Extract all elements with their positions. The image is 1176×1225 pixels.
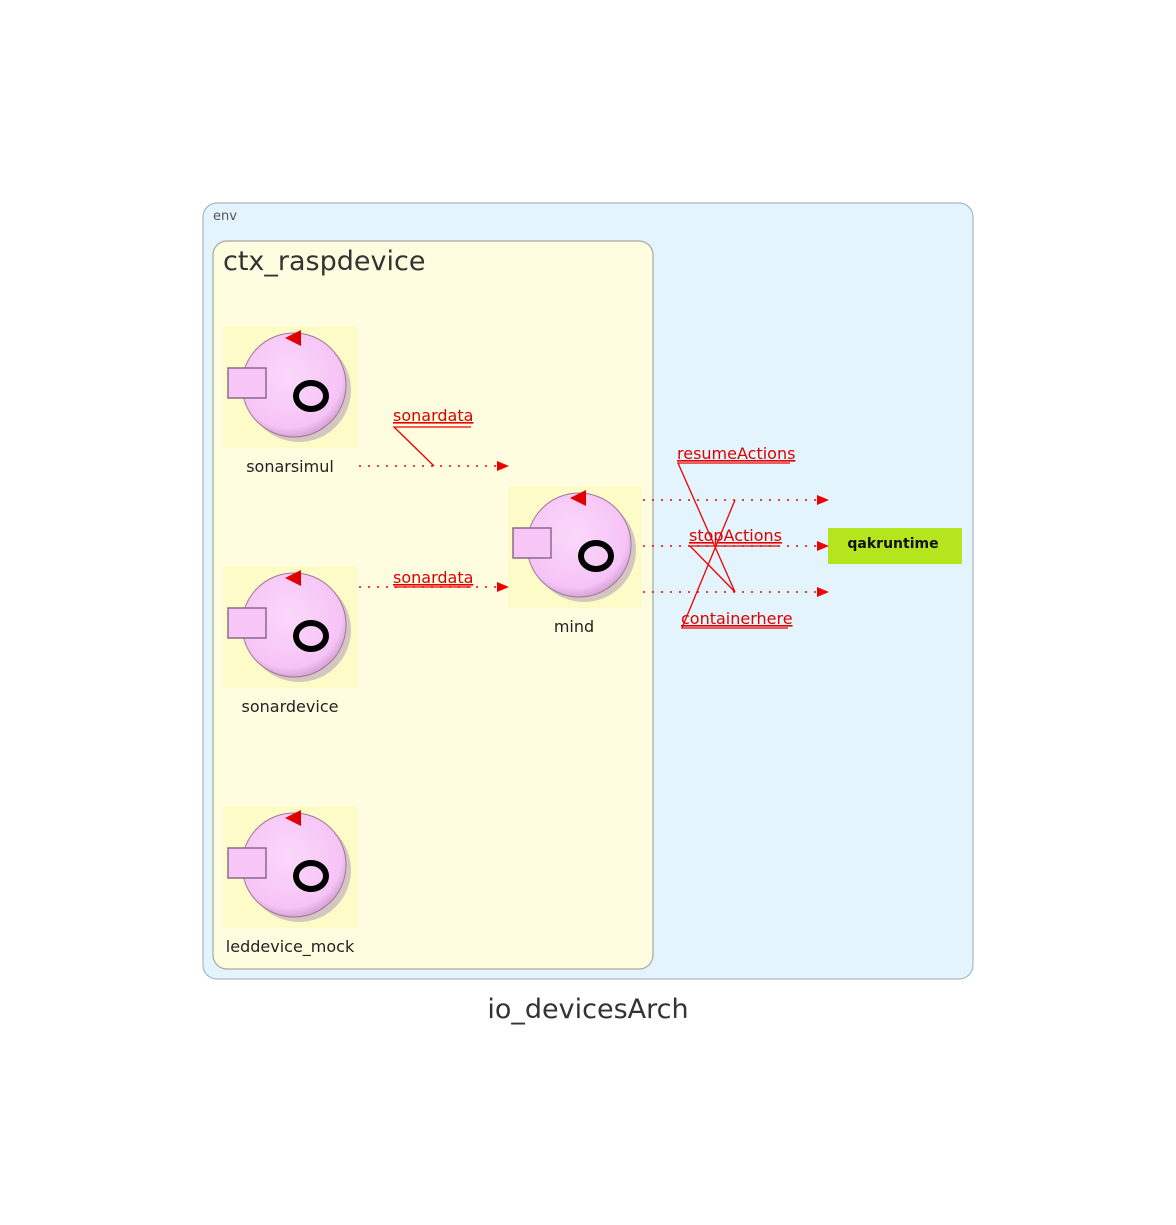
actor-label-leddevice-mock: leddevice_mock — [226, 937, 355, 957]
actor-icon — [508, 486, 642, 608]
edge-label-sonardata-2: sonardata — [393, 568, 473, 587]
edge-leader — [677, 462, 790, 593]
external-qakruntime[interactable]: qakruntime — [828, 528, 962, 564]
actor-label-sonarsimul: sonarsimul — [246, 457, 334, 476]
edge-mind-qakruntime-resume[interactable]: resumeActions — [643, 444, 829, 593]
actor-sonardevice[interactable]: sonardevice — [223, 566, 357, 716]
context-label: ctx_raspdevice — [223, 246, 425, 277]
actor-sonarsimul[interactable]: sonarsimul — [223, 326, 357, 476]
diagram-title: io_devicesArch — [487, 994, 688, 1025]
actor-mind[interactable]: mind — [508, 486, 642, 636]
edge-label-stopactions: stopActions — [689, 526, 782, 545]
edge-sonardevice-mind[interactable]: sonardata — [359, 568, 509, 592]
actor-label-sonardevice: sonardevice — [242, 697, 339, 716]
external-label: qakruntime — [847, 536, 938, 552]
env-label: env — [213, 209, 237, 224]
edge-mind-qakruntime-container[interactable]: containerhere — [643, 499, 829, 629]
edge-mind-qakruntime-stop[interactable]: stopActions — [643, 526, 829, 593]
actor-leddevice-mock[interactable]: leddevice_mock — [223, 806, 357, 957]
edge-label-containerhere: containerhere — [681, 609, 793, 628]
edge-leader — [681, 499, 788, 629]
edge-sonarsimul-mind[interactable]: sonardata — [359, 406, 509, 471]
actor-icon — [223, 806, 357, 928]
actor-icon — [223, 566, 357, 688]
edge-leader — [392, 426, 471, 467]
edge-label-sonardata-1: sonardata — [393, 406, 473, 425]
external-box — [828, 528, 962, 564]
edge-leader — [688, 545, 779, 593]
actor-icon — [223, 326, 357, 448]
edge-label-resumeactions: resumeActions — [677, 444, 795, 463]
actor-label-mind: mind — [554, 617, 594, 636]
